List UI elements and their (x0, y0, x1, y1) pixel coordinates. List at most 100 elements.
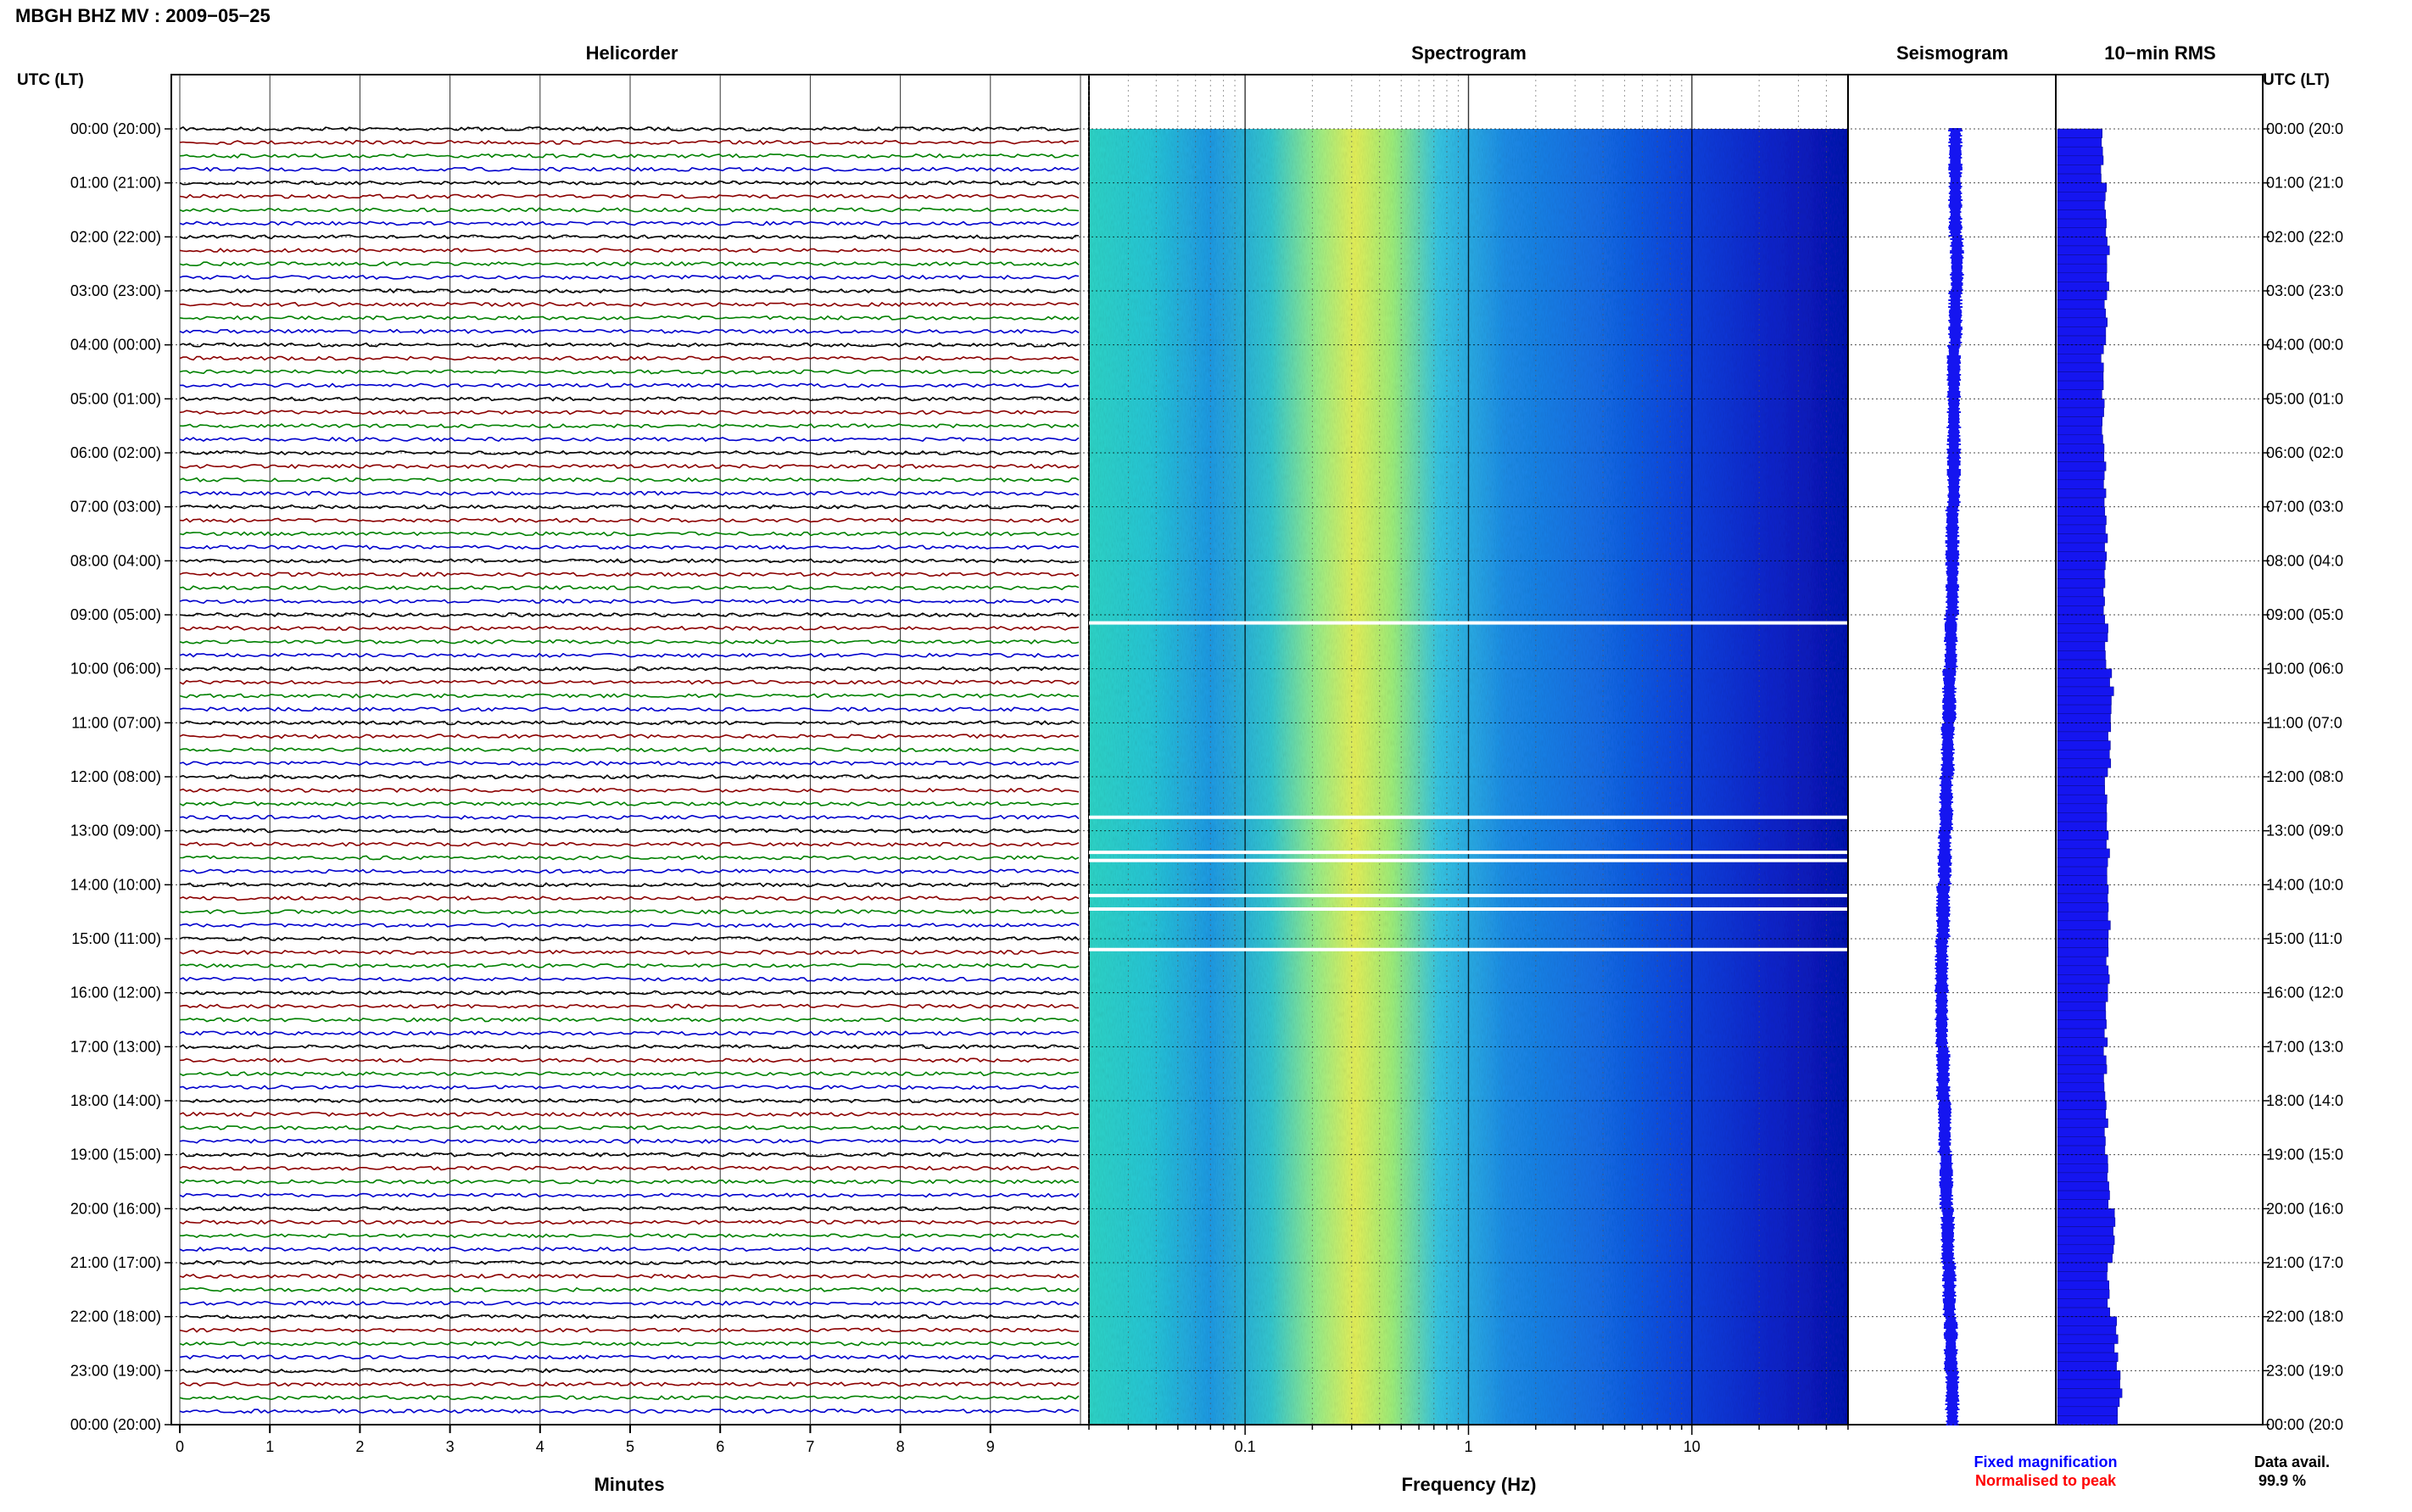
rms-bar (2057, 965, 2109, 975)
rms-bar (2057, 1253, 2113, 1264)
helicorder-trace-line (179, 126, 1080, 132)
rms-bar (2057, 902, 2109, 912)
rms-bar (2057, 308, 2106, 319)
hour-label-left: 20:00 (16:00) (70, 1200, 161, 1217)
rms-bar (2057, 533, 2108, 544)
helicorder-trace-line (179, 1354, 1080, 1360)
helicorder-trace-line (179, 895, 1080, 901)
hour-label-right: 12:00 (08:0 (2266, 768, 2343, 785)
helicorder-trace-line (179, 1085, 1080, 1091)
rms-bar (2057, 632, 2108, 643)
rms-bar (2057, 686, 2114, 696)
rms-bar (2057, 983, 2108, 993)
helicorder-trace-line (179, 1409, 1080, 1414)
helicorder-trace-line (179, 315, 1080, 321)
helicorder-trace-line (179, 814, 1080, 820)
rms-bar (2057, 1244, 2114, 1254)
helicorder-trace-line (179, 248, 1080, 254)
hour-label-right: 15:00 (11:0 (2266, 930, 2342, 947)
rms-bar (2057, 1181, 2109, 1191)
helicorder-trace-line (179, 180, 1080, 186)
helicorder-trace-line (179, 841, 1080, 847)
rms-bar (2057, 1100, 2107, 1110)
rms-bar (2057, 1217, 2116, 1227)
hour-label-right: 16:00 (12:0 (2266, 985, 2343, 1001)
rms-bar (2057, 1127, 2105, 1137)
rms-bar (2057, 587, 2104, 598)
rms-bar (2057, 380, 2104, 390)
rms-bar (2057, 794, 2108, 805)
hour-label-left: 09:00 (05:00) (70, 606, 161, 623)
rms-bar (2057, 911, 2108, 922)
minute-tick-label: 1 (265, 1438, 274, 1455)
helicorder-trace-line (179, 868, 1080, 874)
helicorder-trace-line (179, 490, 1080, 496)
hour-label-right: 00:00 (20:0 (2266, 1416, 2343, 1433)
rms-bar (2057, 461, 2107, 471)
rms-bar (2057, 1316, 2117, 1326)
rms-bar (2057, 866, 2108, 876)
rms-bar (2057, 821, 2108, 831)
helicorder-trace-line (179, 517, 1080, 523)
rms-bar (2057, 1307, 2110, 1317)
helicorder-trace-line (179, 504, 1080, 510)
helicorder-trace-line (179, 599, 1080, 605)
rms-bar (2057, 875, 2108, 885)
helicorder-trace-line (179, 1071, 1080, 1077)
minute-tick-label: 8 (896, 1438, 905, 1455)
rms-bar (2057, 452, 2105, 462)
helicorder-trace-line (179, 153, 1080, 159)
rms-bar (2057, 1001, 2106, 1012)
hour-label-left: 12:00 (08:00) (70, 768, 161, 785)
rms-bar (2057, 344, 2104, 354)
rms-bar (2057, 506, 2106, 516)
rms-bar (2057, 956, 2107, 967)
rms-bar (2057, 569, 2105, 579)
rms-bar (2057, 830, 2109, 840)
rms-bar (2057, 1073, 2104, 1084)
helicorder-trace-line (179, 679, 1080, 685)
rms-bar (2057, 1226, 2113, 1236)
hour-label-right: 18:00 (14:0 (2266, 1092, 2343, 1109)
helicorder-panel: 0 1 2 3 4 5 6 7 8 9 (170, 74, 1090, 1455)
rms-bar (2057, 1136, 2106, 1147)
helicorder-trace-line (179, 1286, 1080, 1292)
rms-bar (2057, 165, 2102, 175)
rms-bar (2057, 1325, 2117, 1336)
hour-label-right: 02:00 (22:0 (2266, 228, 2343, 245)
hour-label-right: 09:00 (05:0 (2266, 606, 2343, 623)
rms-bar (2057, 614, 2105, 624)
helicorder-trace-line (179, 1314, 1080, 1320)
figure-title: MBGH BHZ MV : 2009−05−25 (15, 5, 271, 26)
rms-bar (2057, 182, 2108, 192)
rms-bar (2057, 848, 2110, 858)
rms-bar (2057, 389, 2102, 399)
helicorder-trace-line (179, 1300, 1080, 1306)
rms-bar (2057, 668, 2113, 678)
rms-bar (2057, 524, 2106, 534)
rms-bar (2057, 263, 2108, 274)
rms-bar (2057, 803, 2108, 813)
seismogram-envelope (1935, 128, 1964, 1426)
hour-label-right: 14:00 (10:0 (2266, 876, 2343, 893)
rms-bar (2057, 227, 2107, 237)
rms-bar (2057, 1163, 2108, 1174)
hour-label-right: 08:00 (04:0 (2266, 552, 2343, 569)
rms-bar (2057, 641, 2106, 651)
hour-label-left: 07:00 (03:00) (70, 499, 161, 516)
helicorder-trace-line (179, 706, 1080, 712)
helicorder-trace-line (179, 558, 1080, 564)
rms-bar (2057, 354, 2102, 364)
rms-bar (2057, 740, 2111, 750)
rms-bar (2057, 785, 2105, 795)
rms-bar (2057, 173, 2102, 183)
rms-bar (2057, 893, 2108, 903)
rms-bar (2057, 317, 2108, 327)
helicorder-trace-line (179, 1341, 1080, 1347)
helicorder-trace-line (179, 801, 1080, 806)
spectrogram-gap (1089, 894, 1848, 898)
spectrogram-title: Spectrogram (1411, 42, 1527, 64)
helicorder-trace-line (179, 747, 1080, 753)
spectrogram-gap (1089, 858, 1848, 862)
